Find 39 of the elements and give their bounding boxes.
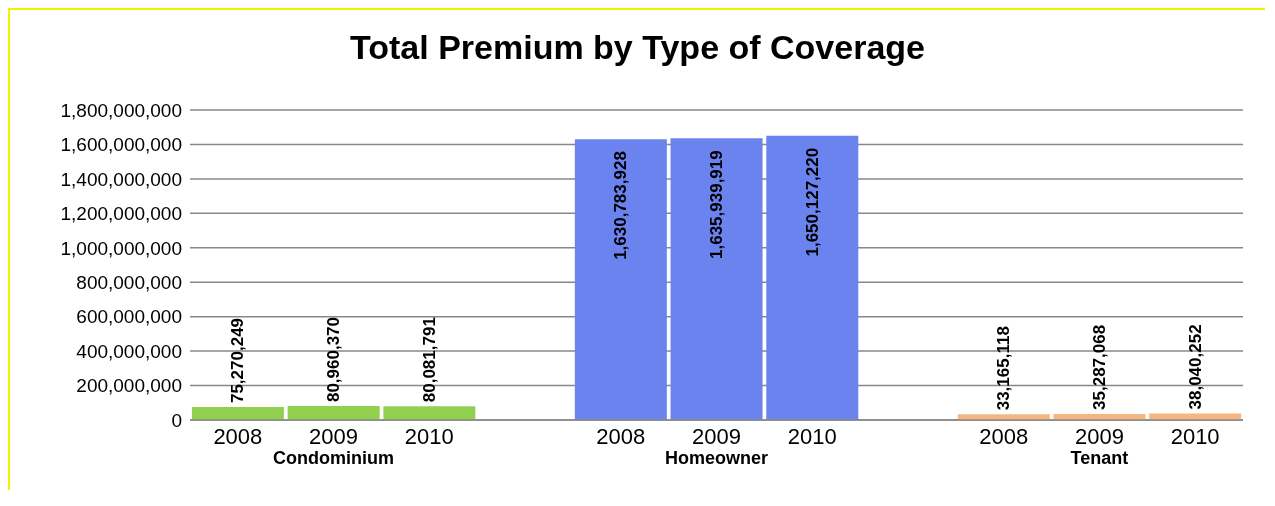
y-tick-label: 1,400,000,000: [60, 168, 182, 190]
bar: [766, 135, 859, 420]
bar: [383, 406, 476, 420]
y-tick-label: 800,000,000: [76, 271, 182, 293]
bar: [574, 139, 667, 420]
x-tick-label: 2010: [787, 423, 837, 449]
y-tick-label: 600,000,000: [76, 306, 182, 328]
data-label: 35,287,068: [1089, 324, 1109, 410]
x-tick-label: 2008: [979, 423, 1029, 449]
bar: [1149, 413, 1242, 420]
data-label: 80,960,370: [324, 316, 344, 403]
x-tick-label: 2009: [692, 423, 741, 449]
x-tick-label: 2010: [404, 423, 454, 449]
y-tick-label: 0: [171, 409, 182, 431]
data-label: 80,081,791: [419, 317, 439, 403]
bar: [287, 406, 380, 420]
data-label: 38,040,252: [1185, 324, 1205, 410]
x-tick-label: 2009: [309, 423, 359, 449]
bar: [670, 138, 763, 420]
y-tick-label: 200,000,000: [76, 375, 182, 397]
x-tick-label: 2010: [1170, 423, 1220, 449]
text: Homeowner: [664, 448, 769, 469]
data-label: 1,650,127,220: [802, 147, 822, 257]
data-label: 1,635,939,919: [707, 150, 727, 259]
y-tick-label: 1,600,000,000: [60, 134, 182, 156]
x-tick-label: 2009: [1074, 423, 1124, 449]
text: Condominium: [272, 448, 396, 469]
chart-title: Total Premium by Type of Coverage: [349, 28, 926, 67]
y-tick-label: 400,000,000: [76, 340, 182, 362]
bar: [191, 407, 284, 420]
y-tick-label: 1,200,000,000: [60, 203, 182, 225]
data-label: 1,630,783,928: [611, 151, 631, 260]
x-tick-label: 2008: [213, 423, 263, 449]
y-tick-label: 1,000,000,000: [60, 237, 182, 259]
data-label: 75,270,249: [228, 317, 248, 404]
x-tick-label: 2008: [596, 423, 646, 449]
text: Tenant: [1069, 448, 1130, 469]
data-label: 33,165,118: [994, 326, 1014, 411]
y-tick-label: 1,800,000,000: [60, 99, 182, 121]
